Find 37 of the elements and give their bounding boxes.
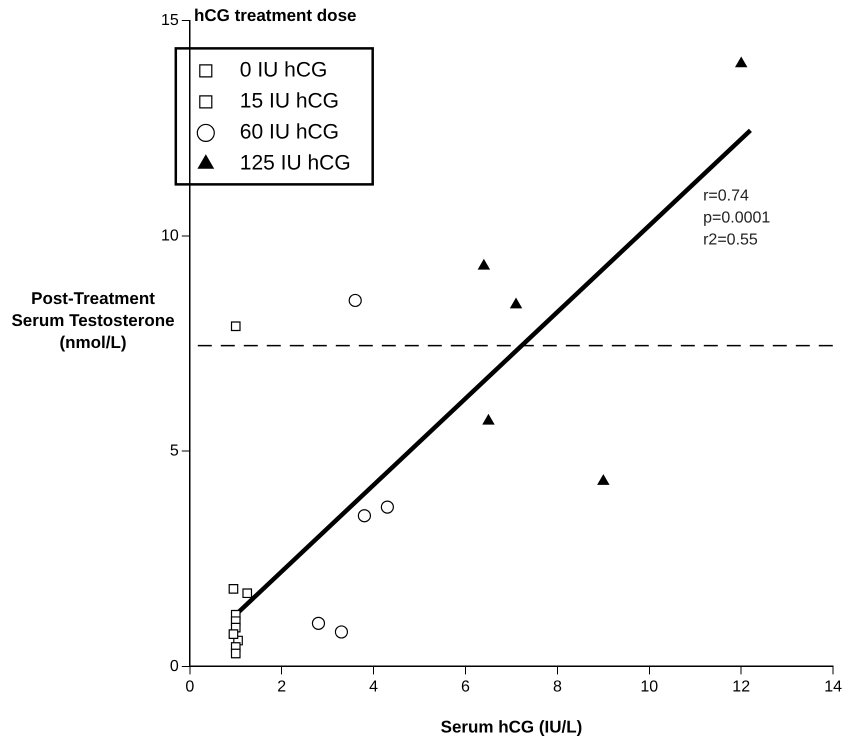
point xyxy=(380,500,394,514)
point xyxy=(478,259,490,270)
y-tick-label: 0 xyxy=(170,658,179,675)
legend-title: hCG treatment dose xyxy=(194,6,356,26)
x-tick-label: 2 xyxy=(277,678,286,696)
x-axis-title: Serum hCG (IU/L) xyxy=(440,717,582,736)
point xyxy=(242,588,252,598)
x-tick-label: 4 xyxy=(369,678,378,696)
point xyxy=(510,298,522,308)
point xyxy=(312,616,326,630)
y-tick-label: 15 xyxy=(161,12,179,30)
x-tick-label: 6 xyxy=(461,678,470,696)
legend-label: 60 IU hCG xyxy=(222,120,340,144)
x-tick-label: 14 xyxy=(824,678,842,696)
annotation: r=0.74 xyxy=(703,188,750,205)
point xyxy=(334,625,348,639)
legend-label: 125 IU hCG xyxy=(222,152,351,175)
y-tick-label: 5 xyxy=(170,442,179,460)
point xyxy=(348,294,362,308)
point xyxy=(228,584,238,594)
point xyxy=(228,629,238,639)
point xyxy=(358,509,372,522)
annotation: r2=0.55 xyxy=(703,232,758,249)
point xyxy=(735,57,747,68)
legend-label: 15 IU hCG xyxy=(222,90,340,113)
point xyxy=(482,414,494,425)
x-tick-label: 8 xyxy=(552,678,562,696)
point xyxy=(230,648,241,658)
legend-label: 0 IU hCG xyxy=(222,58,328,82)
y-tick-label: 10 xyxy=(161,227,179,244)
point xyxy=(230,321,241,332)
y-axis-title: Post-Treatment Serum Testosterone (nmol/L) xyxy=(10,288,176,354)
x-tick-label: 0 xyxy=(185,678,194,696)
point xyxy=(598,474,610,485)
x-tick-label: 12 xyxy=(732,678,750,696)
x-tick-label: 10 xyxy=(640,678,658,696)
annotation: p=0.0001 xyxy=(703,210,770,227)
